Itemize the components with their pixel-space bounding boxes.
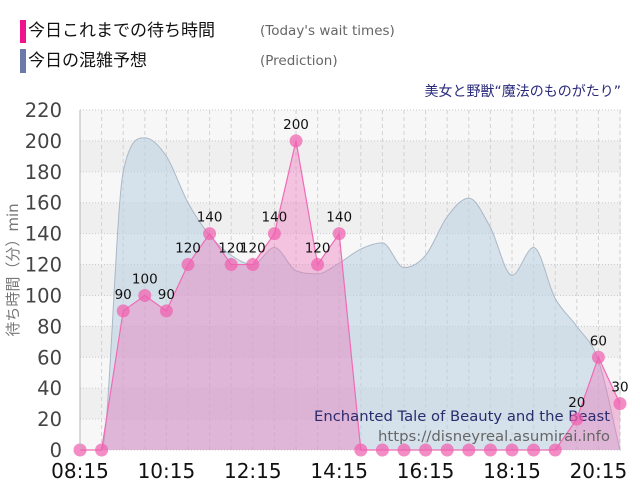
today-data-point (181, 258, 195, 272)
today-data-point (138, 288, 152, 302)
y-axis-title: 待ち時間（分）min (4, 203, 22, 336)
today-data-label: 140 (326, 210, 352, 226)
today-data-point (289, 134, 303, 148)
today-data-point (354, 443, 368, 457)
today-data-label: 20 (568, 395, 585, 411)
today-data-point (462, 443, 476, 457)
legend-label-today-ja: 今日これまでの待ち時間 (28, 21, 215, 41)
x-tick-label: 08:15 (51, 459, 109, 483)
today-data-point (95, 443, 109, 457)
legend-label-prediction-en: (Prediction) (260, 53, 338, 69)
today-data-point (440, 443, 454, 457)
legend-label-prediction-ja: 今日の混雑予想 (28, 51, 147, 71)
today-data-label: 140 (197, 210, 223, 226)
today-data-point (203, 227, 217, 241)
today-data-point (332, 227, 346, 241)
prediction-area-series (79, 137, 621, 451)
x-tick-label: 20:15 (570, 459, 628, 483)
today-data-label: 200 (283, 117, 309, 133)
prediction-line (79, 137, 621, 451)
today-data-point (224, 258, 238, 272)
x-tick-label: 16:15 (397, 459, 455, 483)
today-data-label: 100 (132, 271, 158, 287)
today-data-point (267, 227, 281, 241)
today-data-label: 120 (218, 241, 244, 257)
today-data-point (246, 258, 260, 272)
y-tick-label: 180 (25, 161, 62, 184)
x-tick-label: 10:15 (138, 459, 196, 483)
today-data-point (375, 443, 389, 457)
today-data-point (159, 304, 173, 318)
today-data-point (591, 350, 605, 364)
today-data-label: 90 (158, 287, 175, 303)
legend-swatch-today (20, 20, 26, 43)
y-tick-label: 60 (37, 346, 62, 369)
x-axis-ticks: 08:15 10:15 12:15 14:15 16:15 18:15 20:15 (51, 459, 627, 483)
y-tick-label: 200 (25, 130, 62, 153)
y-tick-label: 20 (37, 408, 62, 431)
today-data-label: 120 (305, 241, 331, 257)
today-data-point (397, 443, 411, 457)
today-data-label: 90 (115, 287, 132, 303)
y-tick-label: 40 (37, 377, 62, 400)
watermark-title: Enchanted Tale of Beauty and the Beast (314, 409, 610, 425)
today-area (80, 140, 620, 450)
today-data-label: 120 (175, 241, 201, 257)
today-data-label: 120 (240, 241, 266, 257)
y-tick-label: 100 (25, 284, 62, 307)
y-tick-label: 220 (25, 99, 62, 122)
today-data-point (570, 412, 584, 426)
x-tick-label: 18:15 (483, 459, 541, 483)
today-data-point (548, 443, 562, 457)
today-data-point (116, 304, 130, 318)
today-data-point (483, 443, 497, 457)
today-data-point (613, 397, 627, 411)
watermark-url: https://disneyreal.asumirai.info (378, 429, 610, 445)
y-tick-label: 160 (25, 192, 62, 215)
y-axis-ticks: 0 20 40 60 80 100 120 140 160 180 200 220 (25, 99, 62, 462)
legend-swatch-prediction (20, 49, 26, 73)
prediction-area (80, 137, 620, 450)
today-data-label: 30 (611, 380, 628, 396)
x-tick-label: 12:15 (224, 459, 282, 483)
chart-title: 美女と野獣“魔法のものがたり” (424, 83, 621, 100)
today-data-label: 60 (590, 333, 607, 349)
today-data-point (311, 258, 325, 272)
plot-band (80, 110, 621, 141)
y-tick-label: 120 (25, 254, 62, 277)
today-data-points (73, 134, 627, 457)
today-data-label: 140 (262, 210, 288, 226)
y-tick-label: 80 (37, 315, 62, 338)
today-data-point (419, 443, 433, 457)
y-tick-label: 0 (50, 439, 62, 462)
today-data-point (527, 443, 541, 457)
x-tick-label: 14:15 (310, 459, 368, 483)
y-tick-label: 140 (25, 223, 62, 246)
legend-label-today-en: (Today's wait times) (260, 23, 395, 39)
today-data-point (505, 443, 519, 457)
